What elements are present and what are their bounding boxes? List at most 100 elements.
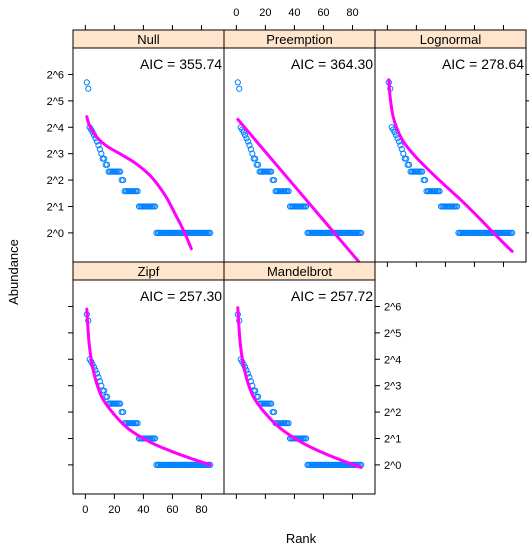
- marks-preemption: [234, 79, 365, 262]
- x-tick-label-bottom: 80: [195, 504, 207, 516]
- data-point: [285, 420, 292, 427]
- marks-lognormal: [385, 78, 516, 253]
- data-point: [509, 229, 516, 236]
- data-point: [271, 408, 278, 416]
- aic-label-zipf: AIC = 257.30: [140, 288, 222, 304]
- data-point: [234, 79, 241, 86]
- data-point: [104, 393, 111, 400]
- data-point: [117, 400, 124, 407]
- y-tick-label-left: 2^2: [47, 175, 64, 187]
- axes-layer: 0 20 40 60 80 0 20 40 60 80 2^0 2^1 2^2 2^3 2^4 2^5 2^6 2…: [47, 7, 529, 516]
- data-point: [134, 420, 141, 427]
- y-tick-label-left: 2^4: [47, 122, 64, 134]
- data-point: [104, 161, 111, 168]
- data-point: [101, 155, 108, 162]
- y-tick-label-right: 2^0: [384, 460, 401, 472]
- y-tick-label-right: 2^1: [384, 433, 401, 445]
- x-tick-label-bottom: 0: [82, 504, 88, 516]
- data-point: [243, 135, 250, 142]
- data-point: [285, 188, 292, 195]
- data-point: [358, 229, 365, 236]
- panel-preemption: Preemption AIC = 364.30: [223, 29, 376, 263]
- data-point: [255, 393, 262, 400]
- data-point: [246, 142, 253, 149]
- data-point: [134, 188, 141, 195]
- data-point: [120, 176, 127, 184]
- marks-zipf: [83, 307, 214, 468]
- data-point: [302, 435, 310, 442]
- data-point: [101, 387, 108, 394]
- y-tick-label-right: 2^6: [384, 301, 401, 313]
- strip-label-preemption: Preemption: [266, 32, 332, 47]
- y-tick-label-left: 2^0: [47, 228, 64, 240]
- fit-line-zipf: [85, 307, 212, 467]
- y-tick-label-right: 2^5: [384, 328, 401, 340]
- strip-label-null: Null: [137, 32, 160, 47]
- panel-lognormal: Lognormal AIC = 278.64: [374, 29, 527, 263]
- data-point: [255, 161, 262, 168]
- fit-line-preemption: [236, 117, 361, 262]
- x-tick-label-top: 0: [233, 7, 239, 19]
- x-tick-label-top: 40: [288, 7, 300, 19]
- plot-frame-mandelbrot: [223, 279, 376, 495]
- x-tick-label-bottom: 60: [166, 504, 178, 516]
- data-point: [268, 168, 275, 175]
- data-point: [95, 142, 102, 149]
- data-point: [271, 176, 278, 184]
- fit-line-mandelbrot: [236, 306, 363, 470]
- plot-frame-lognormal: [374, 47, 527, 263]
- y-tick-label-left: 2^1: [47, 201, 64, 213]
- data-point: [83, 79, 90, 86]
- data-point: [120, 408, 127, 416]
- fit-line-null: [85, 115, 193, 251]
- y-tick-label-left: 2^6: [47, 69, 64, 81]
- data-point: [207, 229, 214, 236]
- data-point: [241, 132, 249, 139]
- x-axis-title: Rank: [286, 531, 317, 546]
- data-point: [268, 400, 275, 407]
- data-point: [453, 203, 461, 210]
- fit-line-lognormal: [387, 78, 514, 253]
- y-tick-label-right: 2^2: [384, 407, 401, 419]
- strip-label-mandelbrot: Mandelbrot: [267, 264, 332, 279]
- x-tick-label-top: 20: [259, 7, 271, 19]
- strip-label-lognormal: Lognormal: [420, 32, 482, 47]
- panel-null: Null AIC = 355.74: [72, 29, 225, 263]
- data-point: [397, 142, 404, 149]
- data-point: [117, 168, 124, 175]
- y-axis-title: Abundance: [6, 239, 21, 305]
- data-point: [403, 155, 410, 162]
- y-tick-label-right: 2^3: [384, 381, 401, 393]
- aic-label-mandelbrot: AIC = 257.72: [291, 288, 373, 304]
- aic-label-preemption: AIC = 364.30: [291, 56, 373, 72]
- marks-null: [83, 79, 214, 251]
- data-point: [252, 155, 259, 162]
- panel-zipf: Zipf AIC = 257.30: [72, 261, 225, 495]
- x-tick-label-bottom: 20: [108, 504, 120, 516]
- y-tick-label-left: 2^5: [47, 96, 64, 108]
- data-point: [85, 85, 92, 92]
- data-point: [302, 203, 310, 210]
- data-point: [240, 129, 247, 136]
- x-tick-label-bottom: 40: [137, 504, 149, 516]
- data-point: [151, 435, 159, 442]
- data-point: [436, 188, 443, 195]
- y-tick-label-left: 2^3: [47, 149, 64, 161]
- data-point: [244, 138, 252, 145]
- data-point: [252, 387, 259, 394]
- aic-label-lognormal: AIC = 278.64: [442, 56, 524, 72]
- data-point: [419, 168, 426, 175]
- data-point: [236, 85, 243, 92]
- y-tick-label-right: 2^4: [384, 354, 401, 366]
- data-point: [395, 138, 403, 145]
- data-point: [422, 176, 429, 184]
- marks-mandelbrot: [234, 306, 365, 470]
- data-point: [151, 203, 159, 210]
- strip-label-zipf: Zipf: [138, 264, 160, 279]
- x-tick-label-top: 60: [317, 7, 329, 19]
- panel-mandelbrot: Mandelbrot AIC = 257.72: [223, 261, 376, 495]
- data-point: [406, 161, 413, 168]
- aic-label-null: AIC = 355.74: [140, 56, 222, 72]
